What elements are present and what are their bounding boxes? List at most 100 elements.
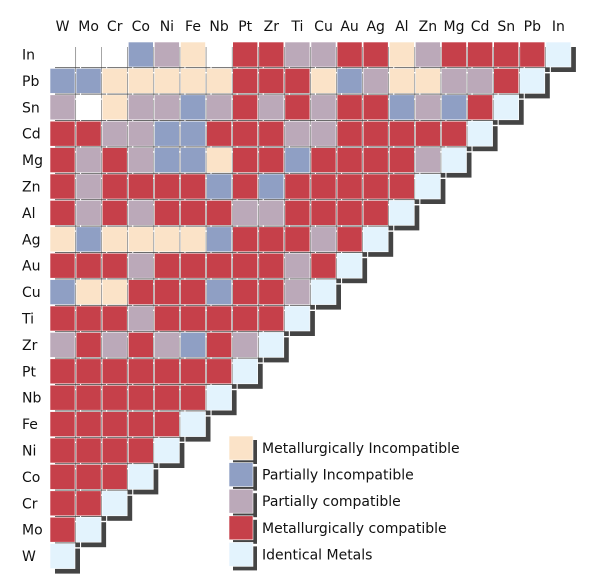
cell-cd-cu: Cd / Cu: Partially compatible — [310, 120, 337, 147]
cell-ti-pt: Ti / Pt: Metallurgically compatible — [232, 305, 258, 332]
column-label-cd: Cd — [471, 19, 490, 35]
cell-mo-w: Mo / W: Metallurgically compatible — [49, 516, 76, 543]
cell-pt-mo: Pt / Mo: Metallurgically compatible — [75, 358, 102, 385]
cell-co-mo: Co / Mo: Metallurgically compatible — [75, 464, 102, 490]
column-label-cr: Cr — [107, 19, 123, 35]
cell-nb-w: Nb / W: Metallurgically compatible — [49, 384, 76, 411]
cell-pt-w: Pt / W: Metallurgically compatible — [49, 358, 76, 385]
cell-pt-co: Pt / Co: Metallurgically compatible — [128, 358, 154, 385]
cell-ti-ni: Ti / Ni: Metallurgically compatible — [154, 305, 180, 332]
cell-zn-ti: Zn / Ti: Metallurgically compatible — [284, 173, 311, 200]
cell-pb-fe: Pb / Fe: Metallurgically Incompatible — [180, 68, 206, 94]
cell-fe-fe: Fe / Fe: Identical Metals — [180, 411, 206, 437]
cell-fe-cr: Fe / Cr: Metallurgically compatible — [101, 411, 128, 437]
cell-ag-cu: Ag / Cu: Partially compatible — [310, 226, 337, 253]
cell-au-co: Au / Co: Partially compatible — [128, 252, 154, 279]
cell-co-co: Co / Co: Identical Metals — [128, 464, 154, 490]
column-label-in: In — [552, 19, 565, 35]
cell-pt-cr: Pt / Cr: Metallurgically compatible — [101, 358, 128, 385]
cell-zn-co: Zn / Co: Metallurgically compatible — [128, 173, 154, 200]
row-label-fe: Fe — [22, 417, 38, 433]
cell-sn-zr: Sn / Zr: Partially compatible — [258, 94, 285, 121]
column-label-au: Au — [340, 19, 358, 35]
cell-mg-ni: Mg / Ni: Partially Incompatible — [154, 147, 180, 173]
legend-item: Partially compatible — [228, 488, 401, 518]
cell-zn-pt: Zn / Pt: Metallurgically compatible — [232, 173, 258, 200]
cell-sn-cd: Sn / Cd: Metallurgically compatible — [467, 94, 493, 121]
cell-ag-w: Ag / W: Metallurgically Incompatible — [49, 226, 76, 253]
cell-cu-ni: Cu / Ni: Metallurgically compatible — [154, 279, 180, 305]
cell-zr-pt: Zr / Pt: Partially compatible — [232, 332, 258, 358]
cell-cd-co: Cd / Co: Partially compatible — [128, 120, 154, 147]
cell-sn-sn: Sn / Sn: Identical Metals — [493, 94, 520, 121]
cell-al-w: Al / W: Metallurgically compatible — [49, 200, 76, 226]
cell-cu-cu: Cu / Cu: Identical Metals — [310, 279, 337, 305]
cell-sn-co: Sn / Co: Partially compatible — [128, 94, 154, 121]
cell-ni-ni: Ni / Ni: Identical Metals — [154, 437, 180, 464]
cell-cd-w: Cd / W: Metallurgically compatible — [49, 120, 76, 147]
column-label-sn: Sn — [497, 19, 515, 35]
cell-pb-pt: Pb / Pt: Metallurgically compatible — [232, 68, 258, 94]
cell-mg-cr: Mg / Cr: Metallurgically compatible — [101, 147, 128, 173]
cell-ag-co: Ag / Co: Metallurgically Incompatible — [128, 226, 154, 253]
cell-zr-nb: Zr / Nb: Metallurgically compatible — [206, 332, 232, 358]
cell-zn-mo: Zn / Mo: Partially compatible — [75, 173, 102, 200]
cell-ni-co: Ni / Co: Metallurgically compatible — [128, 437, 154, 464]
legend-label: Partially Incompatible — [262, 468, 414, 484]
cell-in-co: In / Co: Partially Incompatible — [128, 41, 154, 68]
cell-cd-zn: Cd / Zn: Metallurgically compatible — [415, 120, 441, 147]
cell-fe-mo: Fe / Mo: Metallurgically compatible — [75, 411, 102, 437]
row-label-mg: Mg — [22, 153, 43, 169]
legend-label: Partially compatible — [262, 494, 401, 510]
cell-sn-pt: Sn / Pt: Metallurgically compatible — [232, 94, 258, 121]
cell-in-pt: In / Pt: Metallurgically compatible — [232, 41, 258, 68]
cell-in-in: In / In: Identical Metals — [545, 41, 572, 68]
cell-in-zn: In / Zn: Partially compatible — [415, 41, 441, 68]
cell-cu-ti: Cu / Ti: Partially compatible — [284, 279, 311, 305]
cell-zn-al: Zn / Al: Metallurgically compatible — [388, 173, 415, 200]
cell-in-cu: In / Cu: Partially compatible — [310, 41, 337, 68]
cell-zr-co: Zr / Co: Metallurgically compatible — [128, 332, 154, 358]
cell-pb-ni: Pb / Ni: Metallurgically Incompatible — [154, 68, 180, 94]
cell-zn-cu: Zn / Cu: Metallurgically compatible — [310, 173, 337, 200]
cell-in-pb: In / Pb: Metallurgically compatible — [519, 41, 546, 68]
cell-fe-ni: Fe / Ni: Metallurgically compatible — [154, 411, 180, 437]
column-label-pb: Pb — [524, 19, 541, 35]
cell-pt-ni: Pt / Ni: Metallurgically compatible — [154, 358, 180, 385]
column-label-zn: Zn — [419, 19, 437, 35]
cell-in-fe: In / Fe: Metallurgically Incompatible — [180, 41, 206, 68]
cell-mg-zr: Mg / Zr: Metallurgically compatible — [258, 147, 285, 173]
cell-fe-w: Fe / W: Metallurgically compatible — [49, 411, 76, 437]
cell-ti-zr: Ti / Zr: Metallurgically compatible — [258, 305, 285, 332]
cell-cd-ni: Cd / Ni: Partially Incompatible — [154, 120, 180, 147]
cell-cd-cr: Cd / Cr: Partially compatible — [101, 120, 128, 147]
heatmap-cells: In / W: In / Mo: In / Cr: In / Co: Parti… — [49, 41, 572, 569]
cell-zr-ni: Zr / Ni: Partially compatible — [154, 332, 180, 358]
cell-zn-zr: Zn / Zr: Partially Incompatible — [258, 173, 285, 200]
cell-ni-w: Ni / W: Metallurgically compatible — [49, 437, 76, 464]
cell-ag-nb: Ag / Nb: Partially Incompatible — [206, 226, 232, 253]
row-label-pt: Pt — [22, 364, 36, 380]
cell-zr-fe: Zr / Fe: Partially Incompatible — [180, 332, 206, 358]
cell-pb-cr: Pb / Cr: Metallurgically Incompatible — [101, 68, 128, 94]
legend-swatch — [228, 435, 254, 461]
cell-ag-ag: Ag / Ag: Identical Metals — [362, 226, 389, 253]
cell-pb-ag: Pb / Ag: Partially compatible — [362, 68, 389, 94]
cell-pb-nb: Pb / Nb: Metallurgically Incompatible — [206, 68, 232, 94]
cell-zr-w: Zr / W: Partially compatible — [49, 332, 76, 358]
cell-ti-fe: Ti / Fe: Metallurgically compatible — [180, 305, 206, 332]
cell-al-nb: Al / Nb: Metallurgically compatible — [206, 200, 232, 226]
cell-mg-ti: Mg / Ti: Partially Incompatible — [284, 147, 311, 173]
cell-al-ti: Al / Ti: Metallurgically compatible — [284, 200, 311, 226]
cell-au-zr: Au / Zr: Metallurgically compatible — [258, 252, 285, 279]
cell-sn-ti: Sn / Ti: Metallurgically compatible — [284, 94, 311, 121]
cell-ag-au: Ag / Au: Metallurgically compatible — [336, 226, 363, 253]
cell-au-fe: Au / Fe: Metallurgically compatible — [180, 252, 206, 279]
cell-pb-au: Pb / Au: Partially Incompatible — [336, 68, 363, 94]
cell-in-au: In / Au: Metallurgically compatible — [336, 41, 363, 68]
cell-au-cr: Au / Cr: Metallurgically compatible — [101, 252, 128, 279]
cell-cd-al: Cd / Al: Metallurgically compatible — [388, 120, 415, 147]
cell-au-ti: Au / Ti: Partially compatible — [284, 252, 311, 279]
cell-sn-mg: Sn / Mg: Partially Incompatible — [441, 94, 467, 121]
